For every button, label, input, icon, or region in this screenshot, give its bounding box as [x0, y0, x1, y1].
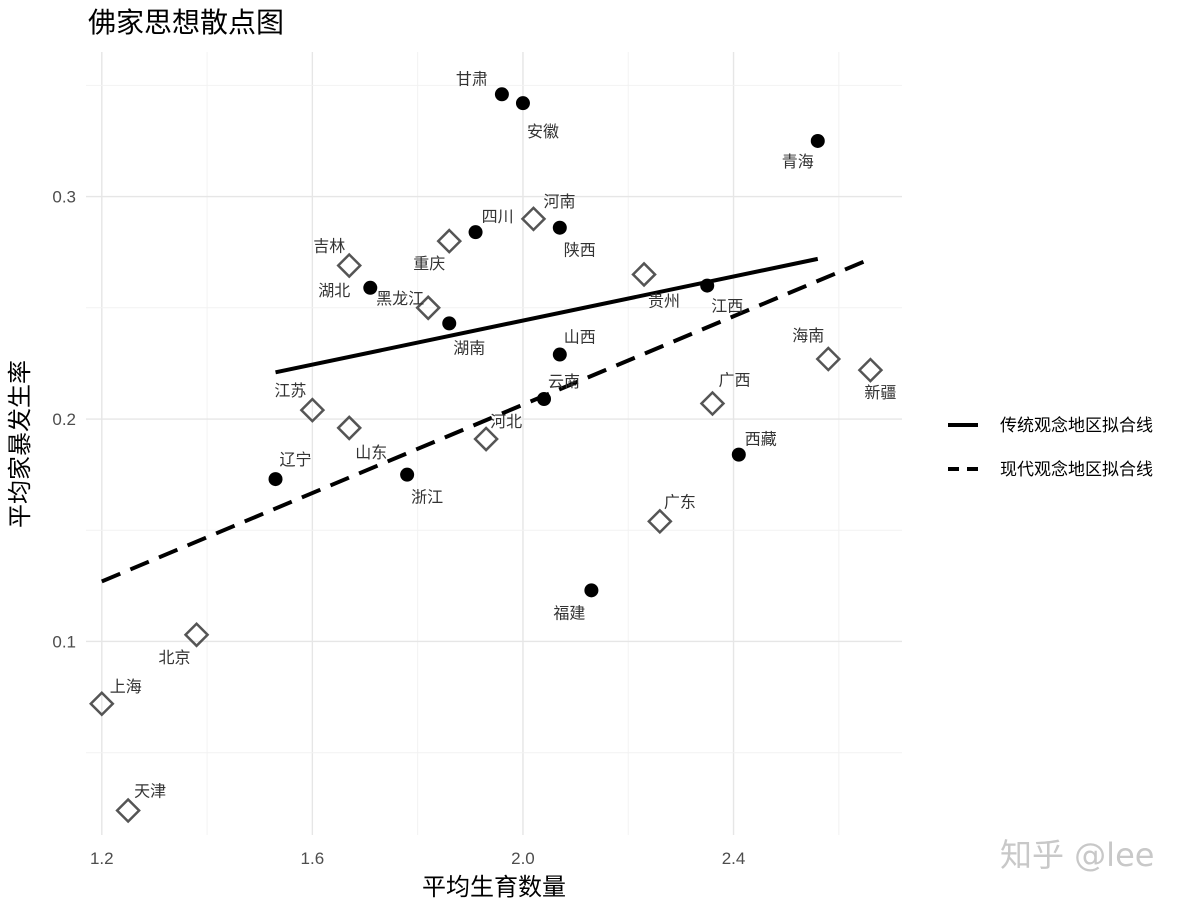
point-circle-辽宁 [268, 472, 283, 487]
point-label-福建: 福建 [553, 603, 585, 622]
point-label-湖北: 湖北 [318, 281, 350, 300]
x-axis-title: 平均生育数量 [422, 873, 566, 901]
point-label-四川: 四川 [482, 207, 514, 226]
point-diamond-重庆 [436, 228, 463, 254]
point-label-安徽: 安徽 [527, 122, 559, 141]
point-diamond-广东 [647, 508, 673, 535]
legend-label-traditional: 传统观念地区拟合线 [1000, 415, 1153, 436]
point-label-湖南: 湖南 [453, 338, 485, 357]
point-circle-青海 [810, 133, 825, 148]
point-label-广东: 广东 [664, 492, 696, 511]
fit-lines [101, 256, 872, 584]
x-axis-ticks: 1.2 1.6 2.0 2.4 [90, 849, 745, 868]
point-label-河南: 河南 [543, 192, 575, 211]
point-diamond-新疆 [857, 357, 884, 383]
point-circle-山西 [552, 347, 567, 362]
point-label-海南: 海南 [792, 326, 824, 345]
point-diamond-上海 [89, 690, 115, 717]
y-axis-title: 平均家暴发生率 [6, 360, 34, 528]
x-tick-label: 2.4 [722, 849, 746, 868]
point-diamond-河南 [520, 206, 547, 232]
y-tick-label: 0.1 [52, 632, 76, 651]
point-label-天津: 天津 [134, 782, 166, 801]
point-circle-江西 [700, 278, 715, 293]
point-label-江苏: 江苏 [274, 381, 306, 400]
point-label-江西: 江西 [711, 297, 743, 316]
point-diamond-广西 [699, 390, 726, 417]
x-tick-label: 1.6 [301, 849, 325, 868]
point-label-西藏: 西藏 [745, 430, 777, 449]
point-diamond-海南 [815, 346, 842, 372]
fit-line-traditional [275, 256, 819, 375]
point-label-河北: 河北 [490, 412, 522, 431]
point-label-青海: 青海 [782, 152, 814, 171]
point-label-北京: 北京 [159, 648, 191, 667]
point-circle-浙江 [400, 467, 415, 482]
point-diamond-北京 [183, 622, 210, 648]
point-label-陕西: 陕西 [564, 241, 596, 260]
y-tick-label: 0.2 [52, 410, 76, 429]
legend-label-modern: 现代观念地区拟合线 [1000, 459, 1153, 480]
point-label-吉林: 吉林 [313, 237, 345, 256]
point-circle-安徽 [515, 96, 530, 111]
watermark: 知乎 @lee [1000, 836, 1154, 874]
point-label-浙江: 浙江 [411, 488, 443, 507]
data-points [89, 87, 884, 824]
point-label-辽宁: 辽宁 [280, 450, 312, 469]
y-axis-ticks: 0.1 0.2 0.3 [52, 188, 76, 652]
x-tick-label: 2.0 [511, 849, 535, 868]
point-diamond-吉林 [336, 252, 362, 279]
point-diamond-天津 [115, 797, 141, 824]
point-label-广西: 广西 [718, 370, 750, 389]
point-circle-湖南 [442, 316, 457, 331]
point-diamond-河北 [473, 426, 499, 452]
point-label-山西: 山西 [564, 328, 596, 347]
point-label-甘肃: 甘肃 [456, 69, 488, 88]
point-label-重庆: 重庆 [413, 254, 445, 273]
point-label-山东: 山东 [355, 443, 387, 462]
point-circle-陕西 [552, 220, 567, 235]
point-diamond-黑龙江 [415, 295, 441, 321]
point-circle-西藏 [731, 447, 746, 462]
point-circle-湖北 [363, 280, 378, 295]
point-diamond-山东 [336, 415, 362, 441]
fit-line-modern [101, 257, 872, 584]
point-label-新疆: 新疆 [864, 383, 896, 402]
point-circle-四川 [468, 225, 483, 240]
point-label-黑龙江: 黑龙江 [376, 289, 424, 308]
y-tick-label: 0.3 [52, 188, 76, 207]
x-tick-label: 1.2 [90, 849, 114, 868]
point-circle-云南 [537, 392, 552, 407]
point-circle-福建 [584, 583, 599, 598]
point-circle-甘肃 [494, 87, 509, 102]
chart-title: 佛家思想散点图 [88, 6, 284, 39]
point-diamond-江苏 [299, 397, 326, 423]
point-label-上海: 上海 [110, 677, 142, 696]
point-diamond-贵州 [631, 261, 657, 288]
point-label-云南: 云南 [548, 372, 580, 391]
point-label-贵州: 贵州 [648, 291, 680, 310]
